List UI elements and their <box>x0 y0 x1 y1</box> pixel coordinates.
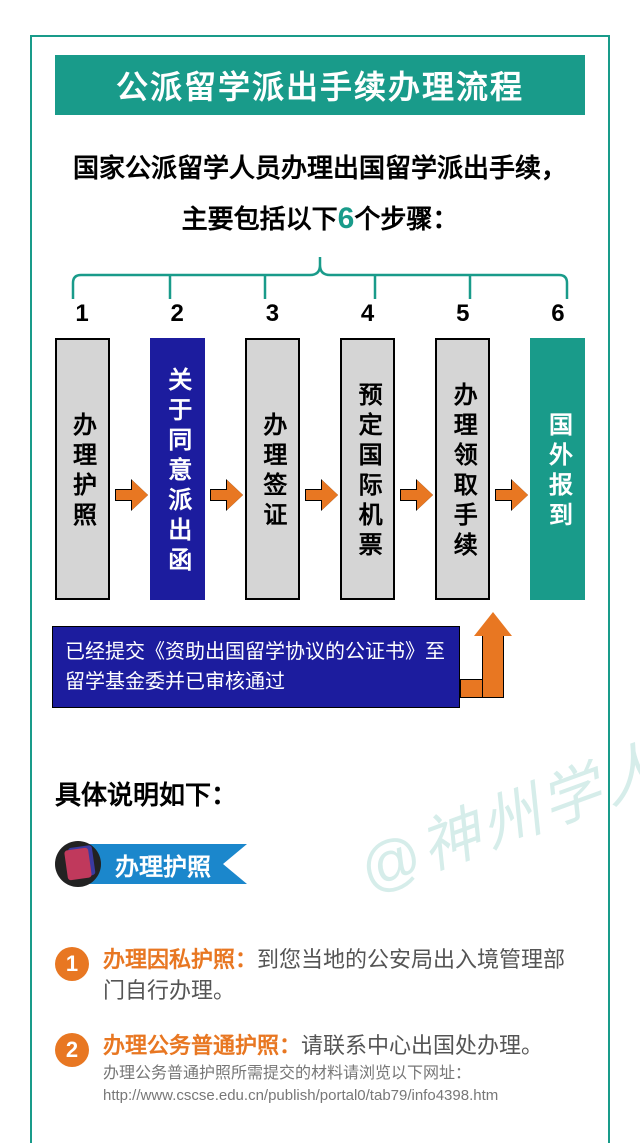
detail-sub2: http://www.cscse.edu.cn/publish/portal0/… <box>103 1086 585 1106</box>
arrow <box>495 300 525 600</box>
detail-item-1: 1 办理因私护照：到您当地的公安局出入境管理部门自行办理。 <box>55 945 585 1007</box>
step-num: 5 <box>456 300 469 328</box>
page-title-banner: 公派留学派出手续办理流程 <box>55 55 585 115</box>
subtitle-post: 个步骤： <box>354 204 458 234</box>
subtitle-line1: 国家公派留学人员办理出国留学派出手续， <box>73 153 567 183</box>
step-box: 办理护照 <box>55 338 110 600</box>
section-title: 具体说明如下： <box>55 775 237 812</box>
step-num: 3 <box>266 300 279 328</box>
step-box: 关于同意派出函 <box>150 338 205 600</box>
arrow <box>210 300 240 600</box>
subtitle-highlight: 6 <box>338 202 355 235</box>
step-num: 6 <box>551 300 564 328</box>
step-1: 1 办理护照 <box>52 300 112 600</box>
step-3: 3 办理签证 <box>242 300 302 600</box>
step-box: 国外报到 <box>530 338 585 600</box>
step-box: 预定国际机票 <box>340 338 395 600</box>
detail-list: 1 办理因私护照：到您当地的公安局出入境管理部门自行办理。 2 办理公务普通护照… <box>55 945 585 1129</box>
note-text: 已经提交《资助出国留学协议的公证书》至留学基金委并已审核通过 <box>65 641 445 693</box>
detail-item-2: 2 办理公务普通护照：请联系中心出国处办理。 办理公务普通护照所需提交的材料请浏… <box>55 1031 585 1106</box>
step-num: 2 <box>171 300 184 328</box>
step-box: 办理签证 <box>245 338 300 600</box>
step-2: 2 关于同意派出函 <box>147 300 207 600</box>
detail-text: 办理因私护照：到您当地的公安局出入境管理部门自行办理。 <box>103 945 585 1007</box>
item-number: 1 <box>55 947 89 981</box>
note-box: 已经提交《资助出国留学协议的公证书》至留学基金委并已审核通过 <box>52 626 460 708</box>
step-5: 5 办理领取手续 <box>433 300 493 600</box>
arrow <box>400 300 430 600</box>
section-ribbon: 办理护照 <box>55 840 247 888</box>
page-title: 公派留学派出手续办理流程 <box>116 62 524 108</box>
step-num: 4 <box>361 300 374 328</box>
arrow <box>115 300 145 600</box>
step-box: 办理领取手续 <box>435 338 490 600</box>
step-6: 6 国外报到 <box>528 300 588 600</box>
item-number: 2 <box>55 1033 89 1067</box>
step-4: 4 预定国际机票 <box>338 300 398 600</box>
brace-connector <box>55 255 585 300</box>
detail-sub1: 办理公务普通护照所需提交的材料请浏览以下网址： <box>103 1063 585 1085</box>
ribbon-label: 办理护照 <box>85 844 247 884</box>
arrow <box>305 300 335 600</box>
subtitle-pre: 主要包括以下 <box>182 204 338 234</box>
note-up-arrow <box>468 612 518 702</box>
detail-text: 办理公务普通护照：请联系中心出国处办理。 <box>103 1031 585 1062</box>
steps-row: 1 办理护照 2 关于同意派出函 3 办理签证 4 预定国际机票 5 办理领取手… <box>52 300 588 600</box>
step-num: 1 <box>75 300 88 328</box>
subtitle: 国家公派留学人员办理出国留学派出手续， 主要包括以下6个步骤： <box>55 145 585 246</box>
passport-icon <box>55 841 101 887</box>
